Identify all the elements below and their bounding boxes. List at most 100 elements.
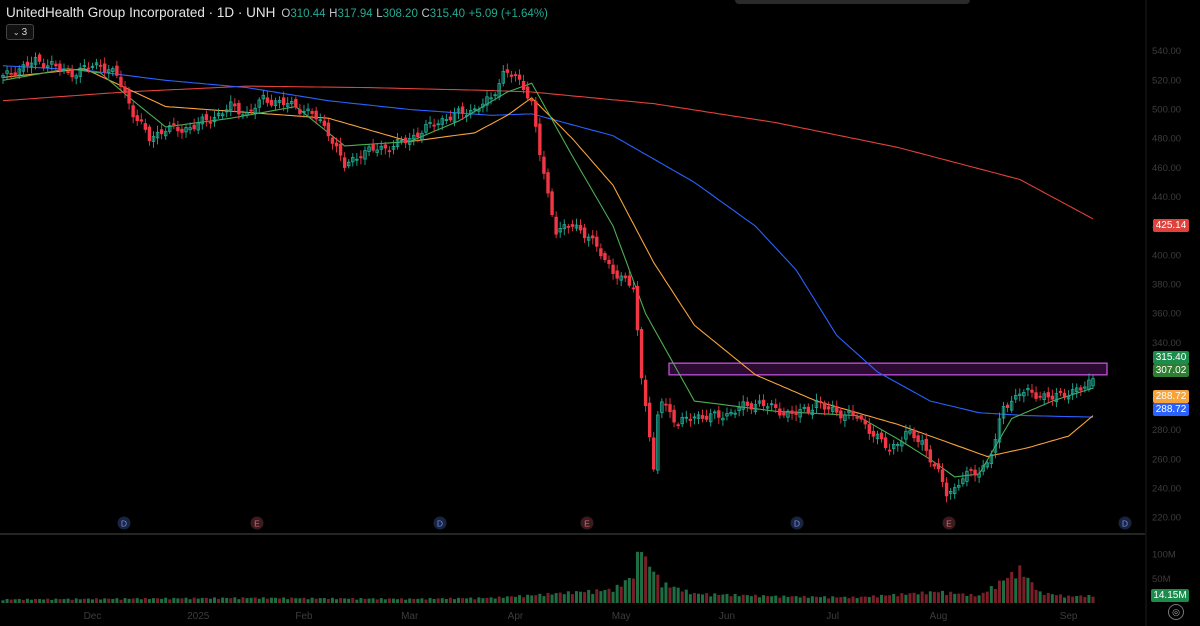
volume-bar xyxy=(522,597,526,603)
high-value: 317.94 xyxy=(337,8,373,20)
volume-bar xyxy=(827,598,831,603)
event-marker-label: E xyxy=(946,519,952,529)
volume-bar xyxy=(188,599,192,603)
volume-bar xyxy=(635,551,639,603)
candle-body xyxy=(525,86,530,99)
candle-body xyxy=(786,410,790,418)
close-label: C xyxy=(421,8,430,20)
candle-body xyxy=(408,138,412,145)
candle-body xyxy=(835,406,839,413)
volume-bar xyxy=(404,599,408,603)
candle-body xyxy=(46,65,50,68)
volume-bar xyxy=(115,598,119,603)
candle-body xyxy=(745,401,749,407)
volume-bar xyxy=(257,598,261,603)
y-tick-label: 260.00 xyxy=(1152,454,1181,465)
candle-body xyxy=(810,409,815,416)
candle-body xyxy=(611,264,615,274)
volume-bar xyxy=(461,598,465,603)
candle-body xyxy=(562,224,566,230)
candle-body xyxy=(900,441,904,447)
open-value: 310.44 xyxy=(290,8,326,20)
volume-bar xyxy=(997,580,1001,603)
candle-body xyxy=(249,109,253,112)
volume-bar xyxy=(993,588,997,603)
volume-bar xyxy=(343,598,347,603)
volume-bar xyxy=(196,598,200,603)
candle-body xyxy=(338,143,343,156)
volume-bar xyxy=(721,594,725,603)
symbol-title[interactable]: UnitedHealth Group Incorporated · 1D · U… xyxy=(6,5,276,20)
candle-body xyxy=(725,413,729,417)
volume-bar xyxy=(481,598,485,603)
y-tick-label: 240.00 xyxy=(1152,484,1181,495)
volume-bar xyxy=(269,597,273,603)
volume-bar xyxy=(1050,594,1054,603)
volume-bar xyxy=(509,596,513,603)
volume-bar xyxy=(448,597,452,603)
candle-body xyxy=(342,157,347,168)
y-tick-label: 500.00 xyxy=(1152,104,1181,115)
candle-body xyxy=(66,71,70,74)
volume-bar xyxy=(245,598,249,603)
candle-body xyxy=(692,416,697,419)
candle-body xyxy=(265,97,270,103)
candle-body xyxy=(135,115,139,122)
volume-bar xyxy=(558,592,562,603)
candle-body xyxy=(428,122,432,124)
candle-body xyxy=(13,72,17,77)
candle-body xyxy=(298,109,302,114)
volume-bar xyxy=(908,593,912,603)
candle-body xyxy=(769,403,774,406)
volume-bar xyxy=(546,592,550,603)
candle-body xyxy=(322,120,327,126)
candle-body xyxy=(936,463,941,470)
event-marker-label: D xyxy=(437,519,443,529)
volume-bar xyxy=(86,598,90,603)
volume-bar xyxy=(477,597,481,603)
candle-body xyxy=(50,61,54,65)
candle-body xyxy=(578,224,583,231)
candle-body xyxy=(481,103,485,108)
candle-body xyxy=(847,410,851,414)
x-tick-label: Dec xyxy=(84,611,102,622)
volume-bar xyxy=(66,598,70,603)
candle-body xyxy=(355,158,359,161)
candle-body xyxy=(908,430,912,434)
candle-body xyxy=(623,275,627,279)
candle-body xyxy=(912,430,916,439)
volume-bar xyxy=(660,587,664,603)
volume-bar xyxy=(884,595,888,603)
candle-body xyxy=(330,137,335,144)
candle-body xyxy=(713,411,717,414)
open-label: O xyxy=(281,8,291,20)
volume-bar xyxy=(819,597,822,603)
candle-body xyxy=(155,131,160,139)
candle-body xyxy=(1046,392,1050,398)
candle-body xyxy=(741,401,745,410)
volume-bar xyxy=(835,597,839,603)
volume-bar xyxy=(692,592,696,603)
candle-body xyxy=(294,98,298,108)
candle-body xyxy=(383,144,388,149)
volume-bar xyxy=(863,596,867,603)
top-handle-bar[interactable] xyxy=(735,0,970,4)
candle-body xyxy=(387,150,392,153)
volume-bar xyxy=(489,597,493,603)
candle-body xyxy=(1005,404,1010,408)
settings-gear-icon[interactable]: ◎ xyxy=(1168,604,1184,620)
volume-bar xyxy=(123,598,127,603)
volume-tick-label: 50M xyxy=(1152,574,1171,585)
volume-bar xyxy=(13,599,17,603)
candle-body xyxy=(395,138,400,147)
indicators-toggle[interactable]: ⌄ 3 xyxy=(6,24,34,40)
volume-bar xyxy=(1071,596,1075,603)
candle-body xyxy=(802,407,806,409)
volume-bar xyxy=(212,597,216,603)
candle-body xyxy=(143,123,148,130)
candle-body xyxy=(1050,395,1055,400)
candle-body xyxy=(131,105,135,118)
volume-bar xyxy=(550,594,554,603)
